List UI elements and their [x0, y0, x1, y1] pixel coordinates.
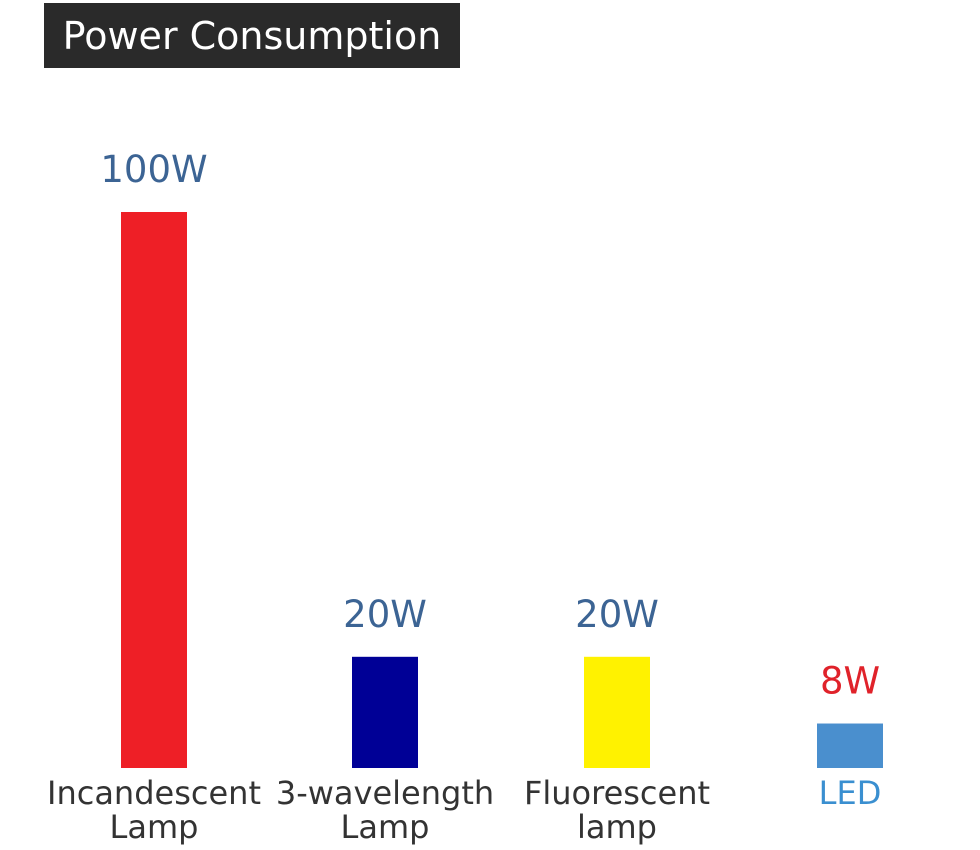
- chart-title: Power Consumption: [44, 3, 460, 68]
- bar-3: [817, 723, 883, 768]
- value-label-1: 20W: [343, 593, 427, 636]
- value-label-3: 8W: [820, 660, 880, 703]
- bar-1: [352, 656, 418, 768]
- category-label-2-line-0: Fluorescent: [524, 774, 710, 812]
- category-label-1-line-1: Lamp: [341, 808, 430, 846]
- category-label-1-line-0: 3-wavelength: [276, 774, 494, 812]
- category-label-2-line-1: lamp: [577, 808, 657, 846]
- bar-2: [584, 656, 650, 768]
- category-label-0-line-0: Incandescent: [47, 774, 261, 812]
- value-label-2: 20W: [575, 593, 659, 636]
- bar-0: [121, 212, 187, 768]
- category-label-3-line-0: LED: [819, 774, 882, 812]
- category-label-0-line-1: Lamp: [110, 808, 199, 846]
- value-label-0: 100W: [100, 148, 207, 191]
